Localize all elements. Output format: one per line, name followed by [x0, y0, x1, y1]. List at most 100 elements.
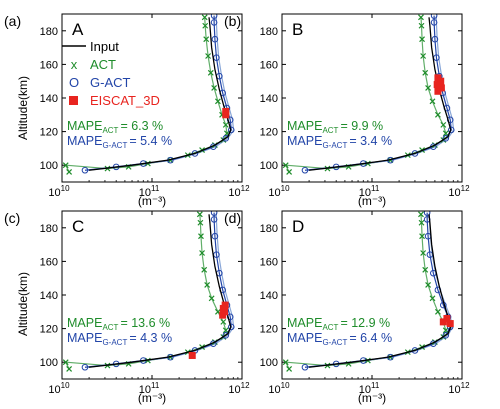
mape-act: MAPEACT = 12.9 %: [287, 316, 390, 332]
x-tick-label: 1012: [228, 184, 250, 199]
y-tick-label: 120: [40, 127, 58, 139]
x-tick-exponent: 11: [151, 184, 160, 193]
legend-gact-marker: O: [69, 75, 79, 90]
panel-letter: C: [72, 217, 84, 236]
x-tick-exponent: 12: [461, 381, 470, 390]
x-unit-label: (m⁻³): [358, 194, 386, 208]
x-tick-exponent: 12: [241, 381, 250, 390]
x-unit-label: (m⁻³): [138, 391, 166, 405]
act-marker: [204, 281, 211, 288]
y-tick-label: 180: [40, 223, 58, 235]
eiscat-marker: [446, 320, 454, 328]
mape-gact: MAPEG-ACT = 6.4 %: [287, 331, 392, 347]
act-marker: [286, 365, 293, 372]
y-tick-label: 180: [260, 223, 278, 235]
act-marker: [419, 36, 425, 43]
y-tick-label: 180: [40, 26, 58, 38]
legend-input-label: Input: [90, 39, 119, 54]
x-tick-exponent: 10: [281, 184, 290, 193]
mape-subscript: ACT: [322, 323, 338, 332]
mape-gact: MAPEG-ACT = 4.3 %: [67, 331, 172, 347]
gact-marker: [222, 135, 230, 142]
act-marker: [62, 162, 69, 169]
x-tick-label: 1011: [139, 381, 160, 396]
y-tick-label: 160: [40, 59, 58, 71]
mape-subscript: G-ACT: [322, 141, 347, 150]
mape-subscript: ACT: [102, 126, 118, 135]
y-tick-label: 160: [40, 256, 58, 268]
x-tick-label: 1010: [48, 184, 70, 199]
mape-base: MAPE: [67, 134, 102, 148]
act-marker: [199, 250, 205, 256]
y-tick-label: 100: [260, 160, 278, 172]
act-marker: [418, 22, 425, 29]
act-marker: [66, 365, 73, 372]
act-marker: [214, 98, 221, 105]
act-marker: [442, 130, 449, 137]
mape-gact: MAPEG-ACT = 3.4 %: [287, 134, 392, 150]
act-marker: [205, 53, 212, 59]
legend-gact-label: G-ACT: [90, 75, 131, 90]
act-line: [64, 214, 227, 370]
act-marker: [196, 211, 203, 218]
plot-frame: [281, 13, 463, 183]
mape-subscript: ACT: [102, 323, 118, 332]
act-marker: [440, 121, 447, 128]
mape-gact: MAPEG-ACT = 5.4 %: [67, 134, 172, 150]
gact-marker: [411, 347, 419, 354]
x-tick-exponent: 12: [461, 184, 470, 193]
plot-frame: [281, 210, 463, 380]
act-marker: [434, 308, 441, 315]
x-tick-label: 1011: [359, 184, 380, 199]
x-tick-exponent: 10: [61, 184, 70, 193]
x-tick-base: 10: [359, 187, 371, 199]
x-tick-exponent: 11: [151, 381, 160, 390]
gact-marker: [210, 216, 218, 223]
act-marker: [425, 84, 432, 91]
gact-marker: [301, 363, 309, 371]
y-tick-label: 140: [40, 93, 58, 105]
act-marker: [418, 211, 424, 218]
gact-marker: [222, 332, 230, 339]
mape-value: = 9.9 %: [340, 119, 383, 133]
y-tick-label: 140: [260, 290, 278, 302]
x-tick-base: 10: [139, 384, 151, 396]
plot-frame: [61, 210, 243, 380]
gact-marker: [227, 323, 235, 331]
mape-value: = 6.3 %: [120, 119, 163, 133]
x-tick-label: 1010: [268, 184, 290, 199]
x-tick-label: 1010: [268, 381, 290, 396]
eiscat-marker: [221, 301, 229, 309]
act-line: [284, 214, 447, 370]
eiscat-marker: [222, 107, 230, 115]
y-tick-label: 120: [260, 324, 278, 336]
x-tick-label: 1011: [139, 184, 160, 199]
x-tick-base: 10: [48, 384, 60, 396]
act-marker: [422, 266, 429, 273]
x-tick-exponent: 12: [241, 184, 250, 193]
gact-marker: [81, 166, 89, 174]
x-tick-base: 10: [139, 187, 151, 199]
gact-marker: [211, 35, 219, 43]
panel-letter: A: [72, 20, 84, 39]
eiscat-marker: [434, 74, 442, 82]
mape-act: MAPEACT = 6.3 %: [67, 119, 163, 135]
x-tick-base: 10: [48, 187, 60, 199]
x-tick-base: 10: [228, 187, 240, 199]
gact-marker: [227, 126, 235, 134]
y-tick-label: 140: [260, 93, 278, 105]
act-marker: [419, 233, 425, 240]
act-marker: [418, 219, 425, 226]
act-marker: [203, 36, 210, 43]
mape-subscript: G-ACT: [322, 338, 347, 347]
y-tick-label: 100: [260, 357, 278, 369]
input-line: [309, 17, 452, 171]
mape-value: = 4.3 %: [129, 331, 172, 345]
x-tick-label: 1011: [359, 381, 380, 396]
mape-act: MAPEACT = 13.6 %: [67, 316, 170, 332]
gact-marker: [442, 332, 450, 339]
x-tick-base: 10: [359, 384, 371, 396]
act-marker: [429, 98, 436, 105]
